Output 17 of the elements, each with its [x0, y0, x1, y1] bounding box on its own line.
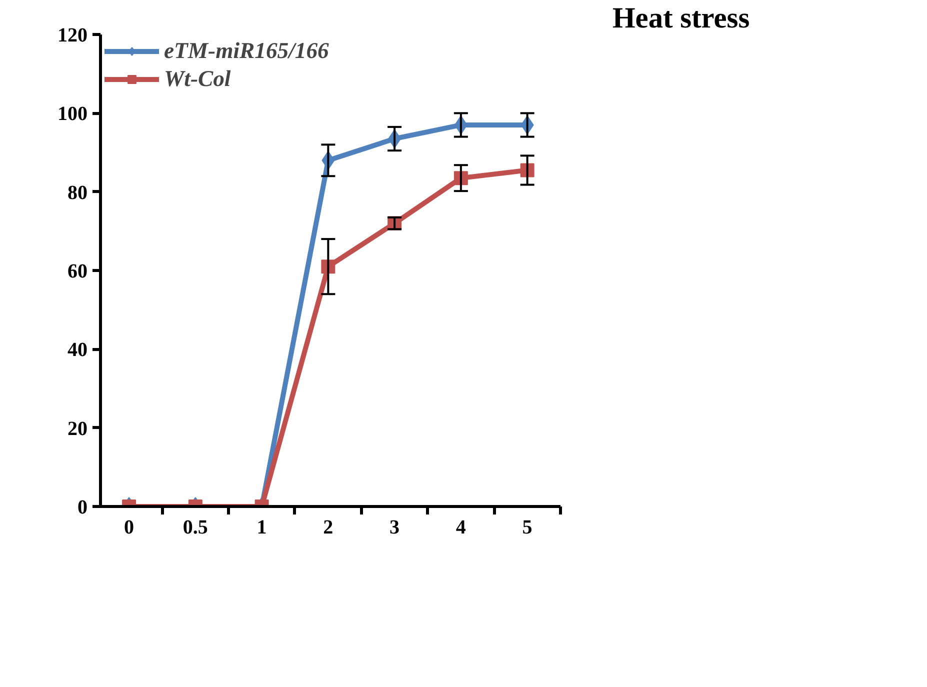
y-tick-label: 0 — [78, 496, 88, 518]
y-tick-label: 100 — [58, 103, 88, 126]
x-tick-label: 0 — [124, 516, 134, 538]
y-tick-label: 20 — [68, 418, 88, 440]
text: Heat stress — [612, 2, 750, 34]
legend-label: eTM-miR165/166 — [164, 38, 329, 64]
y-tick-label: 80 — [68, 182, 88, 204]
x-tick-label: 1 — [256, 516, 267, 538]
legend-label: Wt-Col — [164, 66, 231, 92]
x-tick-label: 4 — [456, 516, 466, 538]
y-tick-label: 60 — [68, 260, 88, 282]
y-tick-label: 120 — [58, 24, 88, 46]
x-tick-label: 3 — [390, 516, 400, 538]
x-tick-label: 5 — [522, 516, 532, 538]
x-tick-label: 0.5 — [182, 516, 208, 538]
y-tick-label: 40 — [68, 339, 88, 362]
x-tick-label: 2 — [323, 516, 334, 538]
